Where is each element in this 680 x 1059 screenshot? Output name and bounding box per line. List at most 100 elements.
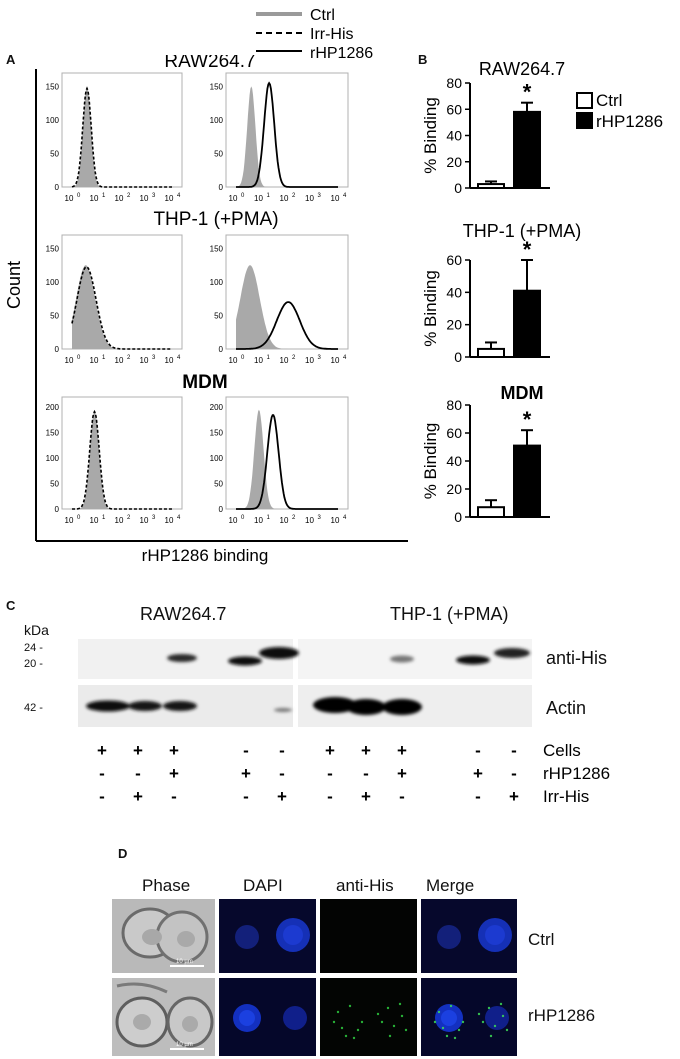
bar-y-tick-label: 80 [446, 397, 462, 413]
x-tick-label: 10 [65, 194, 74, 203]
x-tick-label: 10 [305, 356, 314, 365]
his-punctum [404, 1028, 408, 1032]
bar-rhp1286 [513, 110, 541, 189]
legend-swatch-ctrl [256, 12, 302, 16]
bar-rhp1286 [513, 444, 541, 519]
y-tick-label: 100 [46, 116, 60, 125]
phase-image-ctrl: 10 µm [112, 899, 215, 973]
x-tick-label: 10 [229, 516, 238, 525]
row-title-thp1: THP-1 (+PMA) [153, 209, 278, 230]
row-label-rhp1286: rHP1286 [528, 1006, 596, 1025]
significance-asterisk: * [523, 407, 532, 432]
band [167, 654, 197, 662]
x-tick-label: 10 [115, 516, 124, 525]
lane-sign: + [509, 787, 519, 806]
bar-y-tick-label: 20 [446, 317, 462, 333]
x-tick-exponent: 2 [127, 355, 131, 361]
y-tick-label: 50 [50, 311, 59, 320]
col-title-anti-his: anti-His [336, 876, 394, 895]
dapi-image-rhp1286 [219, 978, 316, 1056]
irr-his-histogram [71, 86, 172, 188]
x-tick-label: 10 [280, 194, 289, 203]
col-title-merge: Merge [426, 876, 475, 895]
significance-asterisk: * [523, 237, 532, 262]
x-tick-exponent: 3 [318, 355, 322, 361]
his-punctum [340, 1026, 344, 1030]
row-title-mdm: MDM [182, 372, 227, 393]
lane-sign: - [475, 741, 481, 760]
rhp1286-histogram [236, 81, 338, 188]
bar-y-tick-label: 60 [446, 425, 462, 441]
x-tick-exponent: 4 [343, 355, 347, 361]
anti-his-image-ctrl [320, 899, 417, 973]
his-punctum [400, 1014, 404, 1018]
lane-sign: - [243, 787, 249, 806]
lane-sign: + [169, 764, 179, 783]
anti-his-image-rhp1286 [320, 978, 417, 1056]
marker-24: 24 - [24, 642, 43, 654]
y-tick-label: 0 [219, 505, 224, 514]
bar-y-tick-label: 20 [446, 481, 462, 497]
lane-sign: - [511, 764, 517, 783]
rhp1286-histogram [236, 301, 338, 350]
x-tick-label: 10 [165, 356, 174, 365]
x-tick-label: 10 [165, 194, 174, 203]
bar-y-tick-label: 40 [446, 284, 462, 300]
ctrl-histogram [236, 86, 338, 187]
y-tick-label: 150 [46, 429, 60, 438]
his-punctum [477, 1012, 481, 1016]
x-tick-label: 10 [140, 356, 149, 365]
x-tick-exponent: 2 [292, 515, 296, 521]
x-tick-label: 10 [229, 194, 238, 203]
irr-his-histogram [71, 266, 172, 350]
his-punctum [392, 1024, 396, 1028]
bar-y-tick-label: 0 [454, 180, 462, 196]
bar-chart-ylabel: % Binding [421, 97, 440, 174]
y-tick-label: 0 [55, 505, 60, 514]
x-tick-label: 10 [305, 516, 314, 525]
blot-group-raw: RAW264.7 [140, 604, 227, 624]
his-punctum [352, 1036, 356, 1040]
legend-label-ctrl: Ctrl [310, 7, 335, 24]
bar-chart-title: RAW264.7 [479, 59, 565, 79]
his-punctum [398, 1002, 402, 1006]
x-tick-label: 10 [140, 194, 149, 203]
y-tick-label: 150 [46, 244, 60, 253]
y-tick-label: 200 [210, 403, 224, 412]
histogram-legend: Ctrl Irr-His rHP1286 [256, 7, 373, 60]
y-tick-label: 100 [46, 278, 60, 287]
x-tick-label: 10 [254, 516, 263, 525]
his-punctum [380, 1020, 384, 1024]
ctrl-histogram [236, 265, 338, 349]
marker-42: 42 - [24, 702, 43, 714]
band [274, 708, 292, 712]
bar-legend-rhp1286: rHP1286 [596, 112, 663, 131]
legend-label-irr-his: Irr-His [310, 26, 354, 43]
bar-y-tick-label: 60 [446, 101, 462, 117]
x-tick-exponent: 1 [102, 355, 106, 361]
lane-sign: - [135, 764, 141, 783]
phase-image-rhp1286: 10 µm [112, 978, 215, 1056]
bar-ctrl [477, 506, 505, 519]
lane-sign: - [327, 787, 333, 806]
x-tick-exponent: 1 [102, 515, 106, 521]
binding-axis-label: rHP1286 binding [142, 546, 269, 565]
x-tick-label: 10 [90, 356, 99, 365]
lane-sign: - [363, 764, 369, 783]
his-punctum [493, 1024, 497, 1028]
x-tick-exponent: 3 [152, 193, 156, 199]
western-blot-images [78, 639, 532, 727]
lane-sign: + [169, 741, 179, 760]
x-tick-label: 10 [140, 516, 149, 525]
his-punctum [336, 1010, 340, 1014]
x-tick-exponent: 1 [267, 355, 271, 361]
x-tick-label: 10 [90, 516, 99, 525]
band [494, 648, 530, 658]
his-punctum [505, 1028, 509, 1032]
y-tick-label: 150 [210, 244, 224, 253]
band [346, 699, 386, 715]
band [86, 700, 130, 712]
x-tick-exponent: 2 [292, 193, 296, 199]
his-punctum [344, 1034, 348, 1038]
x-tick-label: 10 [165, 516, 174, 525]
